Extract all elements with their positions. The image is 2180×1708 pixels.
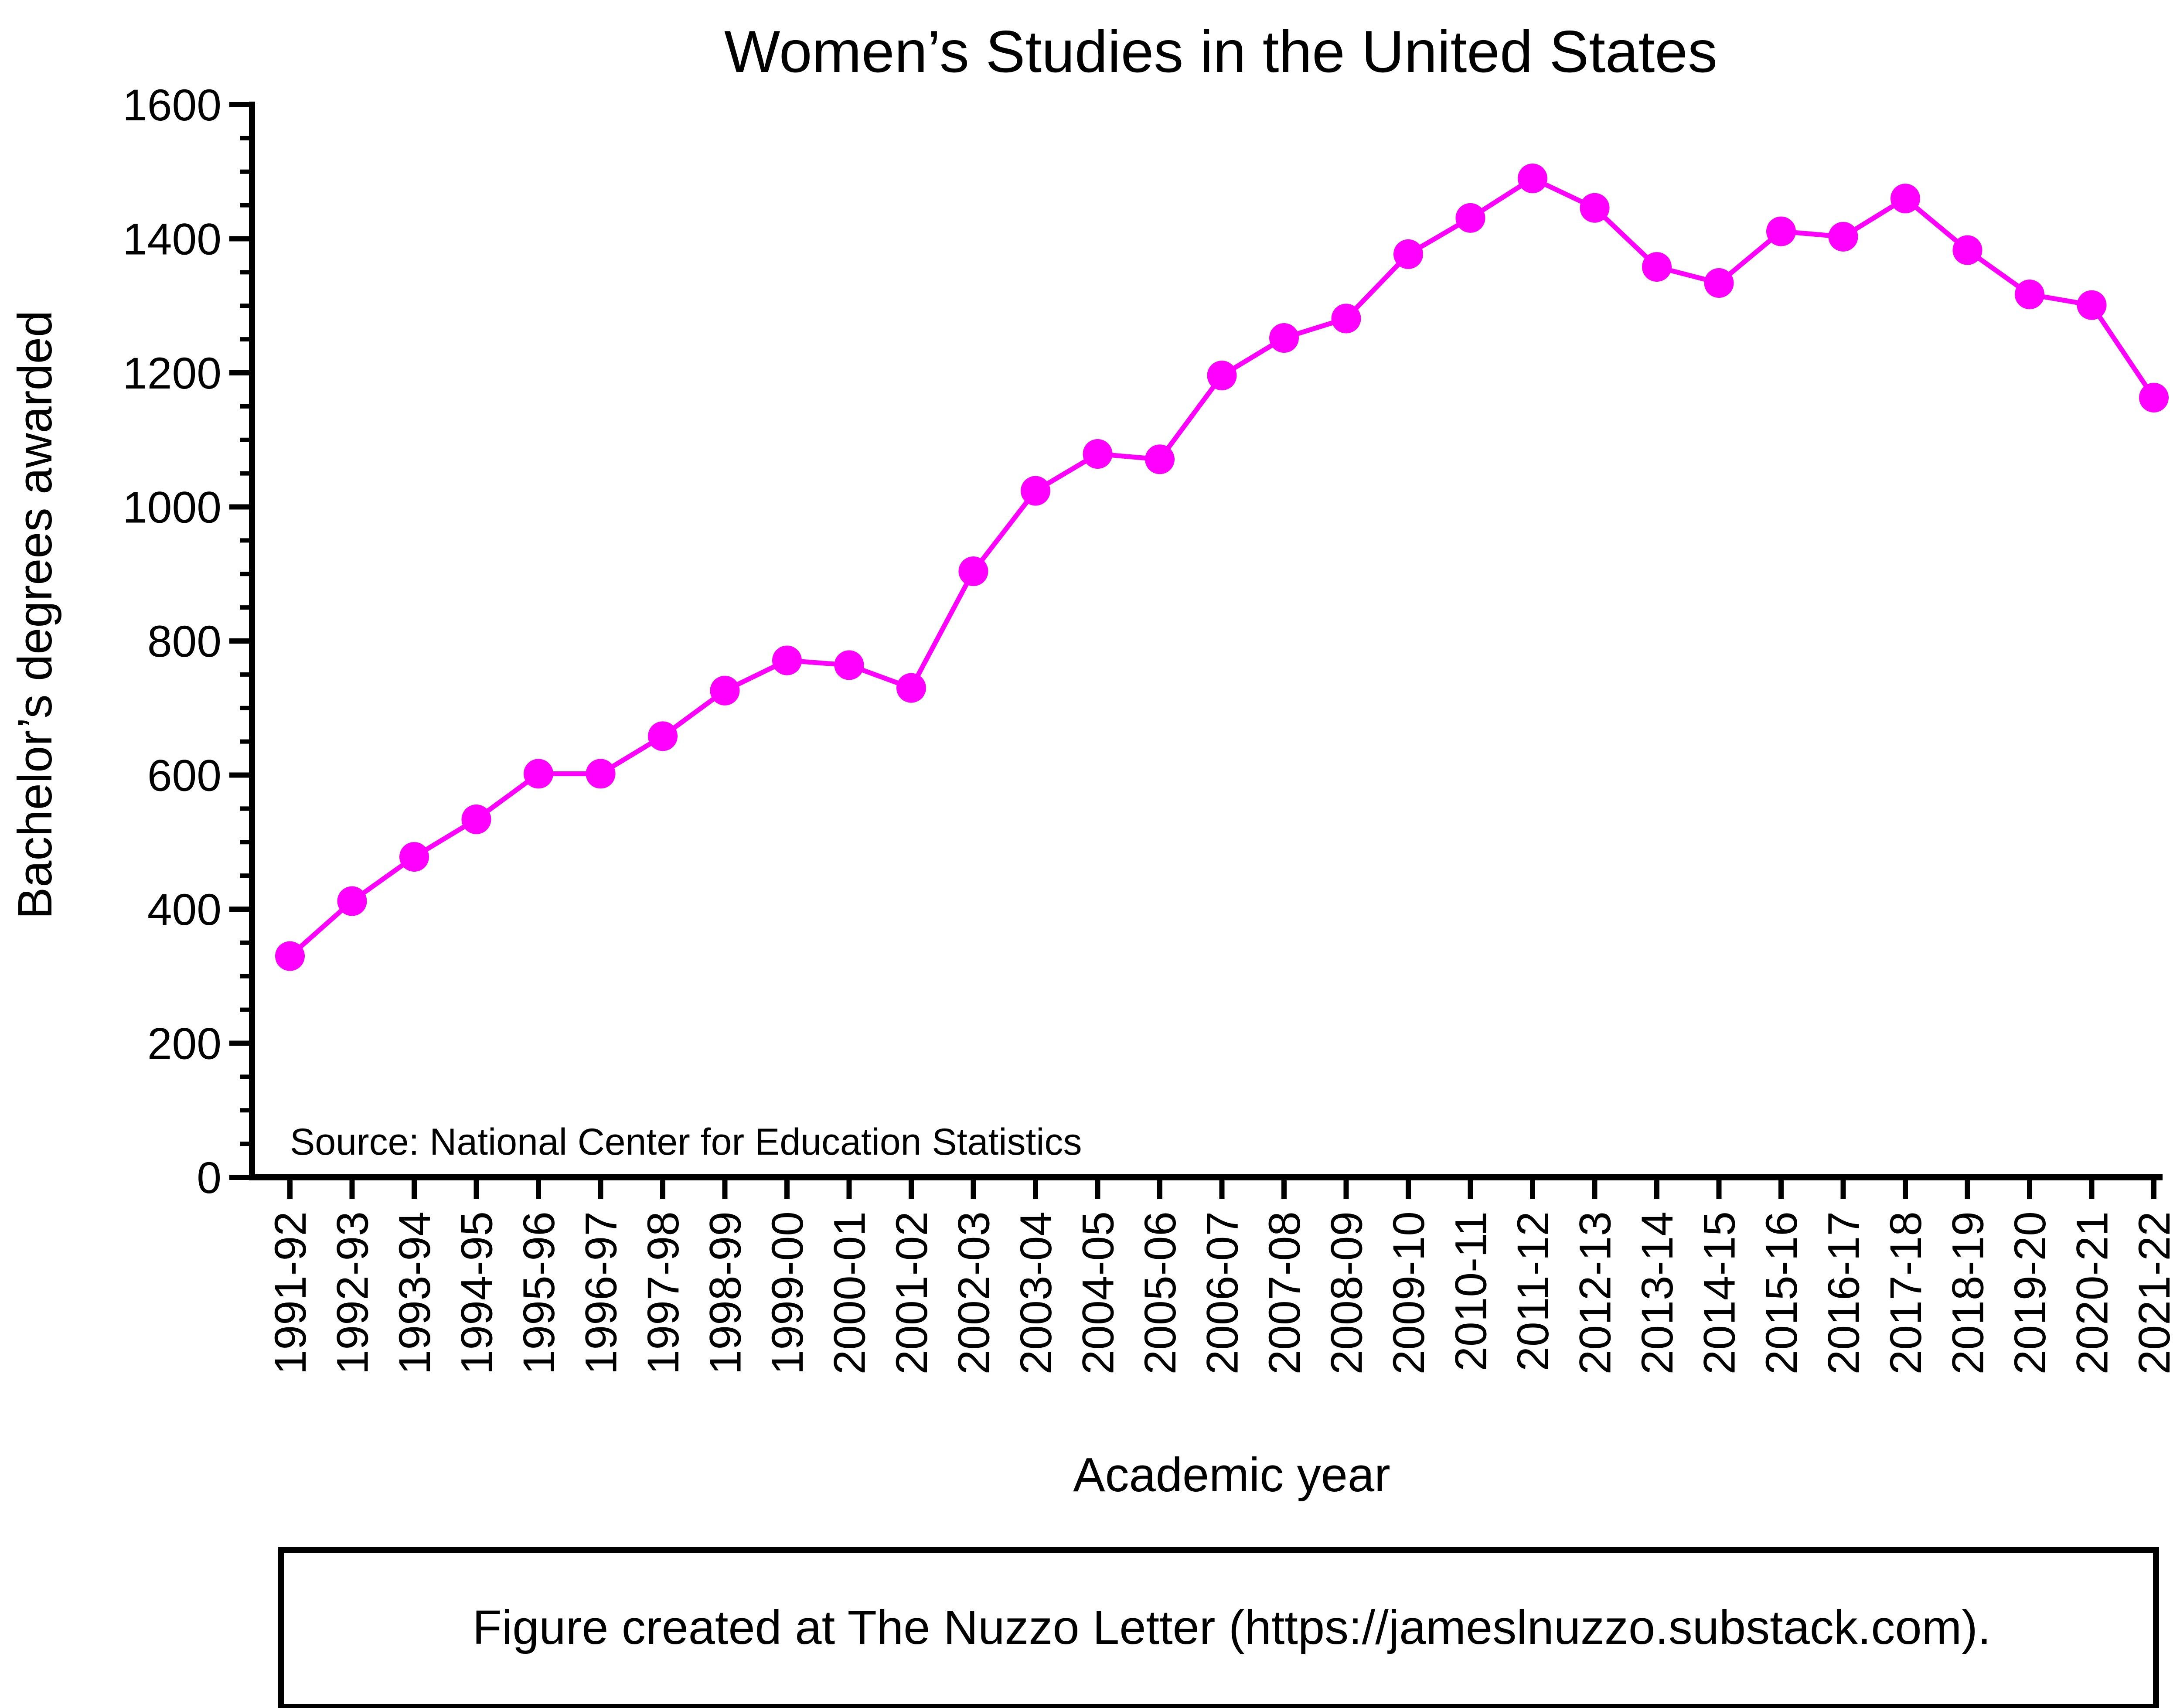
x-tick-label: 2011-12: [1508, 1211, 1558, 1371]
data-point: [1704, 268, 1734, 298]
data-point: [1083, 439, 1113, 469]
footer-box: [278, 1547, 2159, 1708]
x-tick-label: 2010-11: [1446, 1211, 1496, 1371]
y-tick-label: 600: [147, 751, 221, 801]
data-point: [2139, 382, 2169, 413]
data-point: [834, 650, 864, 680]
data-point: [1145, 444, 1175, 474]
data-series: [275, 164, 2169, 971]
data-point: [1580, 193, 1610, 223]
y-tick-label: 0: [197, 1153, 221, 1203]
y-axis-label: Bachelor’s degrees awarded: [8, 310, 62, 919]
x-tick-label: 2008-09: [1322, 1211, 1372, 1374]
x-axis-label: Academic year: [1073, 1448, 1390, 1502]
data-point: [2015, 280, 2044, 310]
x-tick-label: 2005-06: [1135, 1211, 1185, 1374]
x-tick-label: 2019-20: [2005, 1211, 2055, 1374]
x-tick-label: 2014-15: [1695, 1211, 1744, 1374]
y-tick-label: 1400: [123, 215, 221, 264]
x-tick-label: 2006-07: [1198, 1211, 1247, 1374]
data-point: [772, 645, 802, 675]
x-tick-label: 2016-17: [1819, 1211, 1869, 1374]
x-tick-label: 2009-10: [1384, 1211, 1434, 1374]
x-tick-label: 1997-98: [638, 1211, 688, 1374]
data-point: [1393, 239, 1423, 269]
data-point: [958, 556, 988, 586]
data-point: [1890, 184, 1920, 214]
x-tick-label: 1991-92: [266, 1211, 315, 1374]
x-tick-label: 1992-93: [328, 1211, 378, 1374]
data-point: [648, 721, 678, 751]
chart-title: Women’s Studies in the United States: [724, 18, 1717, 85]
x-tick-label: 2017-18: [1881, 1211, 1931, 1374]
x-tick-label: 2015-16: [1757, 1211, 1806, 1374]
data-point: [275, 941, 305, 971]
x-tick-label: 2007-08: [1260, 1211, 1309, 1374]
data-point: [710, 675, 740, 706]
data-point: [1828, 222, 1858, 252]
source-annotation: Source: National Center for Education St…: [290, 1121, 1082, 1163]
data-point: [1952, 235, 1982, 265]
y-tick-label: 1000: [123, 483, 221, 532]
x-tick-label: 1996-97: [576, 1211, 626, 1374]
x-tick-label: 1993-94: [390, 1211, 439, 1374]
data-point: [2077, 290, 2107, 320]
data-point: [399, 842, 429, 872]
data-point: [461, 804, 491, 834]
y-tick-label: 1600: [123, 80, 221, 130]
x-tick-label: 2003-04: [1011, 1211, 1061, 1374]
footer-text: Figure created at The Nuzzo Letter (http…: [473, 1601, 1991, 1654]
data-point: [1766, 216, 1796, 246]
data-point: [896, 673, 926, 703]
y-axis: 0 200 400 600 800 1000 1200 1400 1600: [123, 80, 255, 1203]
data-point: [1331, 303, 1361, 334]
data-point: [1269, 323, 1299, 353]
data-point: [1455, 203, 1485, 233]
data-point: [1642, 252, 1672, 282]
data-point: [1518, 164, 1547, 194]
x-axis: 1991-92 1992-93 1993-94 1994-95 1995-96 1996-…: [249, 1174, 2179, 1374]
data-point: [1207, 361, 1237, 391]
x-tick-label: 2012-13: [1570, 1211, 1620, 1374]
x-tick-label: 2001-02: [887, 1211, 937, 1374]
x-tick-label: 1999-00: [763, 1211, 812, 1374]
series-line: [288, 176, 2156, 958]
x-tick-label: 1998-99: [701, 1211, 750, 1374]
x-tick-label: 1994-95: [452, 1211, 502, 1374]
x-tick-label: 2021-22: [2129, 1211, 2179, 1374]
y-tick-label: 200: [147, 1019, 221, 1069]
data-point: [524, 759, 553, 789]
x-tick-label: 2002-03: [949, 1211, 999, 1374]
y-tick-label: 800: [147, 617, 221, 666]
x-tick-label: 2020-21: [2068, 1211, 2117, 1374]
y-tick-label: 1200: [123, 348, 221, 398]
x-tick-label: 1995-96: [514, 1211, 564, 1374]
data-point: [586, 759, 616, 789]
y-tick-label: 400: [147, 885, 221, 934]
x-tick-label: 2018-19: [1943, 1211, 1993, 1374]
x-tick-label: 2004-05: [1073, 1211, 1123, 1374]
x-tick-label: 2013-14: [1632, 1211, 1682, 1374]
data-point: [1021, 476, 1050, 506]
x-tick-label: 2000-01: [825, 1211, 875, 1374]
data-point: [337, 886, 367, 916]
